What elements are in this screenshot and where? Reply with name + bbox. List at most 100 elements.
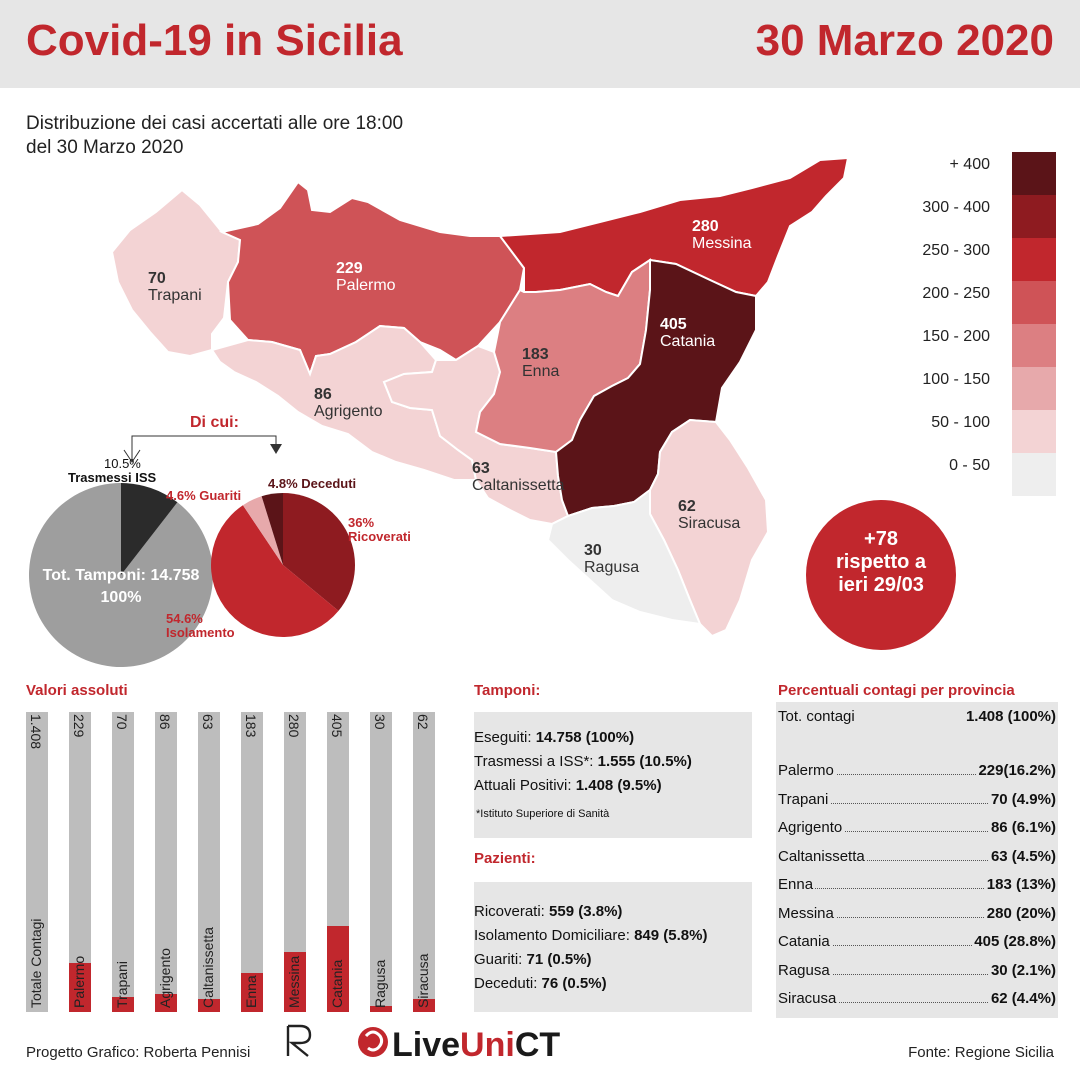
row-dots: [778, 973, 1056, 975]
pie-label-guariti: 4.6% Guariti: [166, 488, 242, 503]
percentuali-row-value: 86 (6.1%): [988, 819, 1056, 836]
row-dots: [778, 831, 1056, 832]
tamponi-positivi: Attuali Positivi: 1.408 (9.5%): [474, 777, 662, 794]
percentuali-row-name: Palermo: [778, 762, 836, 779]
page-title: Covid-19 in Sicilia: [26, 16, 403, 65]
legend-label: 300 - 400: [922, 199, 990, 216]
percentuali-row-value: 30 (2.1%): [988, 961, 1056, 979]
subtitle-line-2: del 30 Marzo 2020: [26, 137, 184, 158]
pie-slice-3: [242, 496, 283, 565]
row-dots: [778, 888, 1056, 889]
province-ragusa: [546, 488, 702, 626]
legend-label: 150 - 200: [922, 328, 990, 345]
bar-fill: [241, 973, 263, 1012]
bar-fill: [198, 999, 220, 1012]
row-dots: [778, 774, 1056, 775]
legend-label: 200 - 250: [922, 285, 990, 302]
bar-fill: [69, 963, 91, 1012]
percentuali-row-name: Siracusa: [778, 990, 839, 1007]
percentuali-row-name: Agrigento: [778, 819, 845, 836]
legend-swatch: [1012, 410, 1056, 453]
tot-tamponi-pct: 100%: [100, 589, 142, 606]
pie-slice-tamponi: [29, 483, 214, 667]
subtitle-line-1: Distribuzione dei casi accertati alle or…: [26, 113, 404, 134]
bar-fill: [155, 994, 177, 1012]
row-dots: [778, 802, 1056, 804]
legend-swatch: [1012, 453, 1056, 496]
bar-value-label: 280: [286, 714, 302, 738]
map-label-trapani: 70 Trapani: [148, 270, 202, 304]
delta-badge: +78 rispetto a ieri 29/03: [806, 500, 956, 650]
legend-swatch: [1012, 324, 1056, 367]
map-label-enna: 183 Enna: [522, 346, 560, 380]
tamponi-title: Tamponi:: [474, 682, 541, 699]
bar-fill: [284, 952, 306, 1012]
map-label-messina: 280 Messina: [692, 218, 752, 252]
row-dots: [778, 1002, 1056, 1003]
bar-column: [112, 712, 134, 1012]
percentuali-row-name: Enna: [778, 876, 816, 893]
iss-label: Trasmessi ISS: [68, 470, 157, 485]
arrow-down-icon: [270, 444, 282, 454]
iss-pct-label: 10.5%: [104, 456, 141, 471]
bar-value-label: 62: [415, 714, 431, 730]
legend-swatch: [1012, 195, 1056, 238]
badge-line-3: ieri 29/03: [838, 574, 924, 596]
liveunict-logo-icon: [358, 1027, 388, 1057]
arrow-left-down-icon: [123, 449, 141, 463]
bar-column: [370, 712, 392, 1012]
bar-value-label: 30: [372, 714, 388, 730]
map-label-ragusa: 30 Ragusa: [584, 542, 640, 576]
bar-category-label: Siracusa: [415, 953, 431, 1008]
bar-category-label: Catania: [329, 959, 345, 1008]
liveunict-logo-text: LiveUniCT: [392, 1026, 561, 1064]
map-label-agrigento: 86 Agrigento: [314, 386, 383, 420]
bar-category-label: Enna: [243, 975, 259, 1008]
bar-column: [284, 712, 306, 1012]
tamponi-trasmessi: Trasmessi a ISS*: 1.555 (10.5%): [474, 753, 692, 770]
pie-label-ricoverati: 36% Ricoverati: [348, 515, 411, 544]
percentuali-row: Messina 280 (20%): [778, 904, 1056, 925]
percentuali-total-value: 1.408 (100%): [963, 708, 1056, 725]
bar-category-label: Caltanissetta: [200, 927, 216, 1008]
legend-label: + 400: [949, 156, 990, 173]
bar-column: [155, 712, 177, 1012]
pazienti-guariti: Guariti: 71 (0.5%): [474, 951, 592, 968]
tamponi-eseguiti: Eseguiti: 14.758 (100%): [474, 729, 635, 746]
pie-label-deceduti: 4.8% Deceduti: [268, 476, 357, 491]
row-dots: [778, 916, 1056, 918]
bar-value-label: 1.408: [28, 714, 44, 750]
row-dots: [778, 945, 1056, 946]
legend-label: 100 - 150: [922, 371, 990, 388]
bar-value-label: 229: [71, 714, 87, 738]
valori-assoluti-title: Valori assoluti: [26, 682, 128, 699]
bar-column: [198, 712, 220, 1012]
percentuali-row-value: 62 (4.4%): [988, 990, 1056, 1007]
percentuali-box: Tot. contagi 1.408 (100%) Palermo 229(16.…: [776, 702, 1058, 1018]
bar-category-label: Messina: [286, 955, 302, 1008]
percentuali-row-value: 70 (4.9%): [988, 790, 1056, 808]
bar-value-label: 63: [200, 714, 216, 730]
percentuali-row: Ragusa 30 (2.1%): [778, 961, 1056, 982]
bar-fill: [112, 997, 134, 1012]
percentuali-row-value: 63 (4.5%): [988, 847, 1056, 865]
percentuali-row: Caltanissetta 63 (4.5%): [778, 847, 1056, 868]
pie-label-isolamento: 54.6% Isolamento: [166, 611, 235, 640]
percentuali-row: Catania 405 (28.8%): [778, 933, 1056, 953]
cases-pie-chart: [211, 493, 355, 637]
bar-category-label: Trapani: [114, 961, 130, 1008]
percentuali-row-name: Trapani: [778, 790, 831, 808]
sicily-map: [110, 156, 850, 638]
percentuali-total-name: Tot. contagi: [778, 708, 857, 725]
header-bar: [0, 0, 1080, 88]
tamponi-footnote: *Istituto Superiore di Sanità: [476, 808, 610, 820]
legend-swatch: [1012, 238, 1056, 281]
percentuali-row-value: 183 (13%): [984, 876, 1056, 893]
percentuali-list: Palermo 229(16.2%) Trapani 70 (4.9%) Agrigen…: [778, 762, 1056, 1012]
percentuali-row-name: Ragusa: [778, 961, 832, 979]
bar-column: [413, 712, 435, 1012]
valori-assoluti-chart: 1.408 Totale Contagi 229 Palermo 70 Trapani 86…: [26, 712, 456, 1012]
tamponi-box: Eseguiti: 14.758 (100%) Trasmessi a ISS*…: [474, 712, 752, 838]
bar-fill: [370, 1006, 392, 1012]
legend-swatch: [1012, 281, 1056, 324]
